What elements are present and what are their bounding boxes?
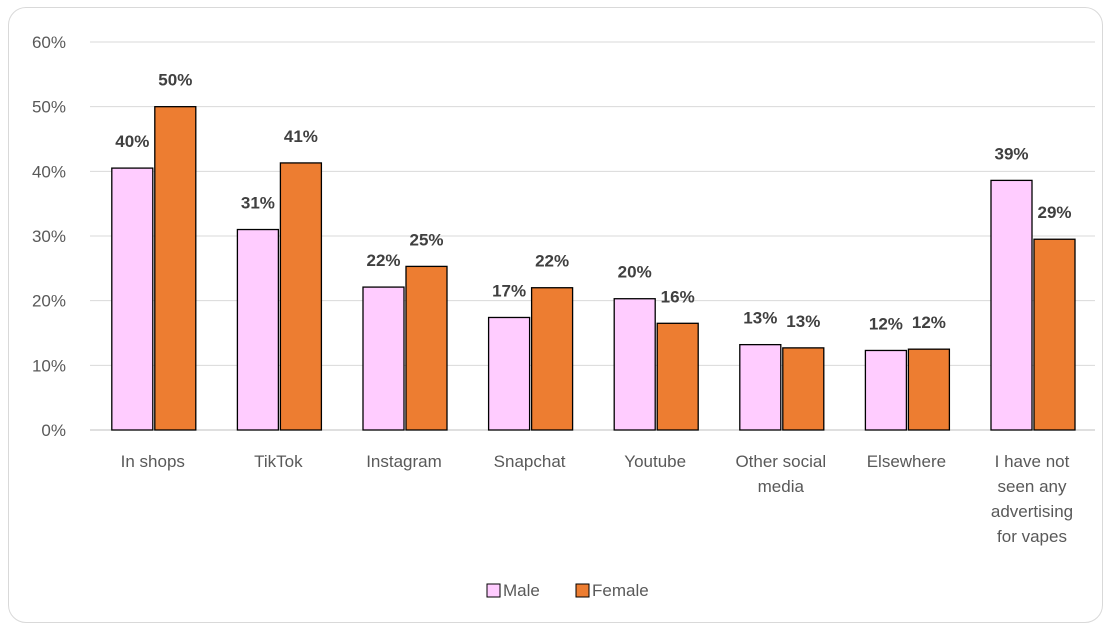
data-label: 13% bbox=[743, 309, 777, 328]
x-tick-label: for vapes bbox=[997, 527, 1067, 546]
data-label: 41% bbox=[284, 127, 318, 146]
x-tick-label: Other social bbox=[735, 452, 826, 471]
x-tick-label: In shops bbox=[121, 452, 185, 471]
x-tick-label: advertising bbox=[991, 502, 1073, 521]
data-label: 22% bbox=[366, 251, 400, 270]
bar-female bbox=[154, 106, 197, 431]
bar-male bbox=[739, 343, 782, 431]
x-tick-label: Instagram bbox=[366, 452, 442, 471]
data-label: 25% bbox=[409, 230, 443, 249]
bar-female bbox=[279, 162, 323, 431]
x-tick-label: Elsewhere bbox=[867, 452, 946, 471]
data-label: 17% bbox=[492, 281, 526, 300]
bar-male bbox=[487, 316, 531, 431]
bar-female bbox=[656, 322, 699, 431]
legend-swatch-male bbox=[486, 583, 501, 598]
x-tick-label: TikTok bbox=[254, 452, 303, 471]
x-tick-label: Youtube bbox=[624, 452, 686, 471]
bar-male bbox=[111, 167, 154, 431]
y-tick-label: 0% bbox=[41, 421, 66, 440]
data-label: 50% bbox=[158, 71, 192, 90]
bar-female bbox=[782, 347, 825, 431]
y-tick-label: 40% bbox=[32, 162, 66, 181]
data-label: 31% bbox=[241, 194, 275, 213]
legend-swatch-female bbox=[575, 583, 590, 598]
data-label: 40% bbox=[115, 132, 149, 151]
x-tick-label: I have not bbox=[995, 452, 1070, 471]
data-label: 12% bbox=[869, 314, 903, 333]
bar-male bbox=[362, 286, 405, 431]
bar-male bbox=[990, 179, 1033, 431]
y-tick-label: 60% bbox=[32, 33, 66, 52]
data-label: 22% bbox=[535, 252, 569, 271]
y-tick-label: 10% bbox=[32, 356, 66, 375]
x-tick-label: seen any bbox=[998, 477, 1067, 496]
data-label: 20% bbox=[618, 263, 652, 282]
y-tick-label: 50% bbox=[32, 98, 66, 117]
bar-male bbox=[236, 228, 280, 431]
bar-female bbox=[907, 348, 951, 431]
data-label: 13% bbox=[786, 312, 820, 331]
y-tick-label: 20% bbox=[32, 292, 66, 311]
x-tick-label: Snapchat bbox=[494, 452, 566, 471]
legend-label-female: Female bbox=[592, 581, 649, 600]
data-label: 39% bbox=[994, 144, 1028, 163]
y-tick-label: 30% bbox=[32, 227, 66, 246]
data-label: 16% bbox=[661, 287, 695, 306]
data-label: 12% bbox=[912, 313, 946, 332]
legend-label-male: Male bbox=[503, 581, 540, 600]
bar-female bbox=[405, 265, 448, 431]
bar-female bbox=[1033, 238, 1076, 431]
bar-male bbox=[613, 298, 656, 431]
bar-male bbox=[864, 349, 908, 431]
bar-female bbox=[530, 287, 574, 431]
x-tick-label: media bbox=[758, 477, 805, 496]
data-label: 29% bbox=[1037, 203, 1071, 222]
